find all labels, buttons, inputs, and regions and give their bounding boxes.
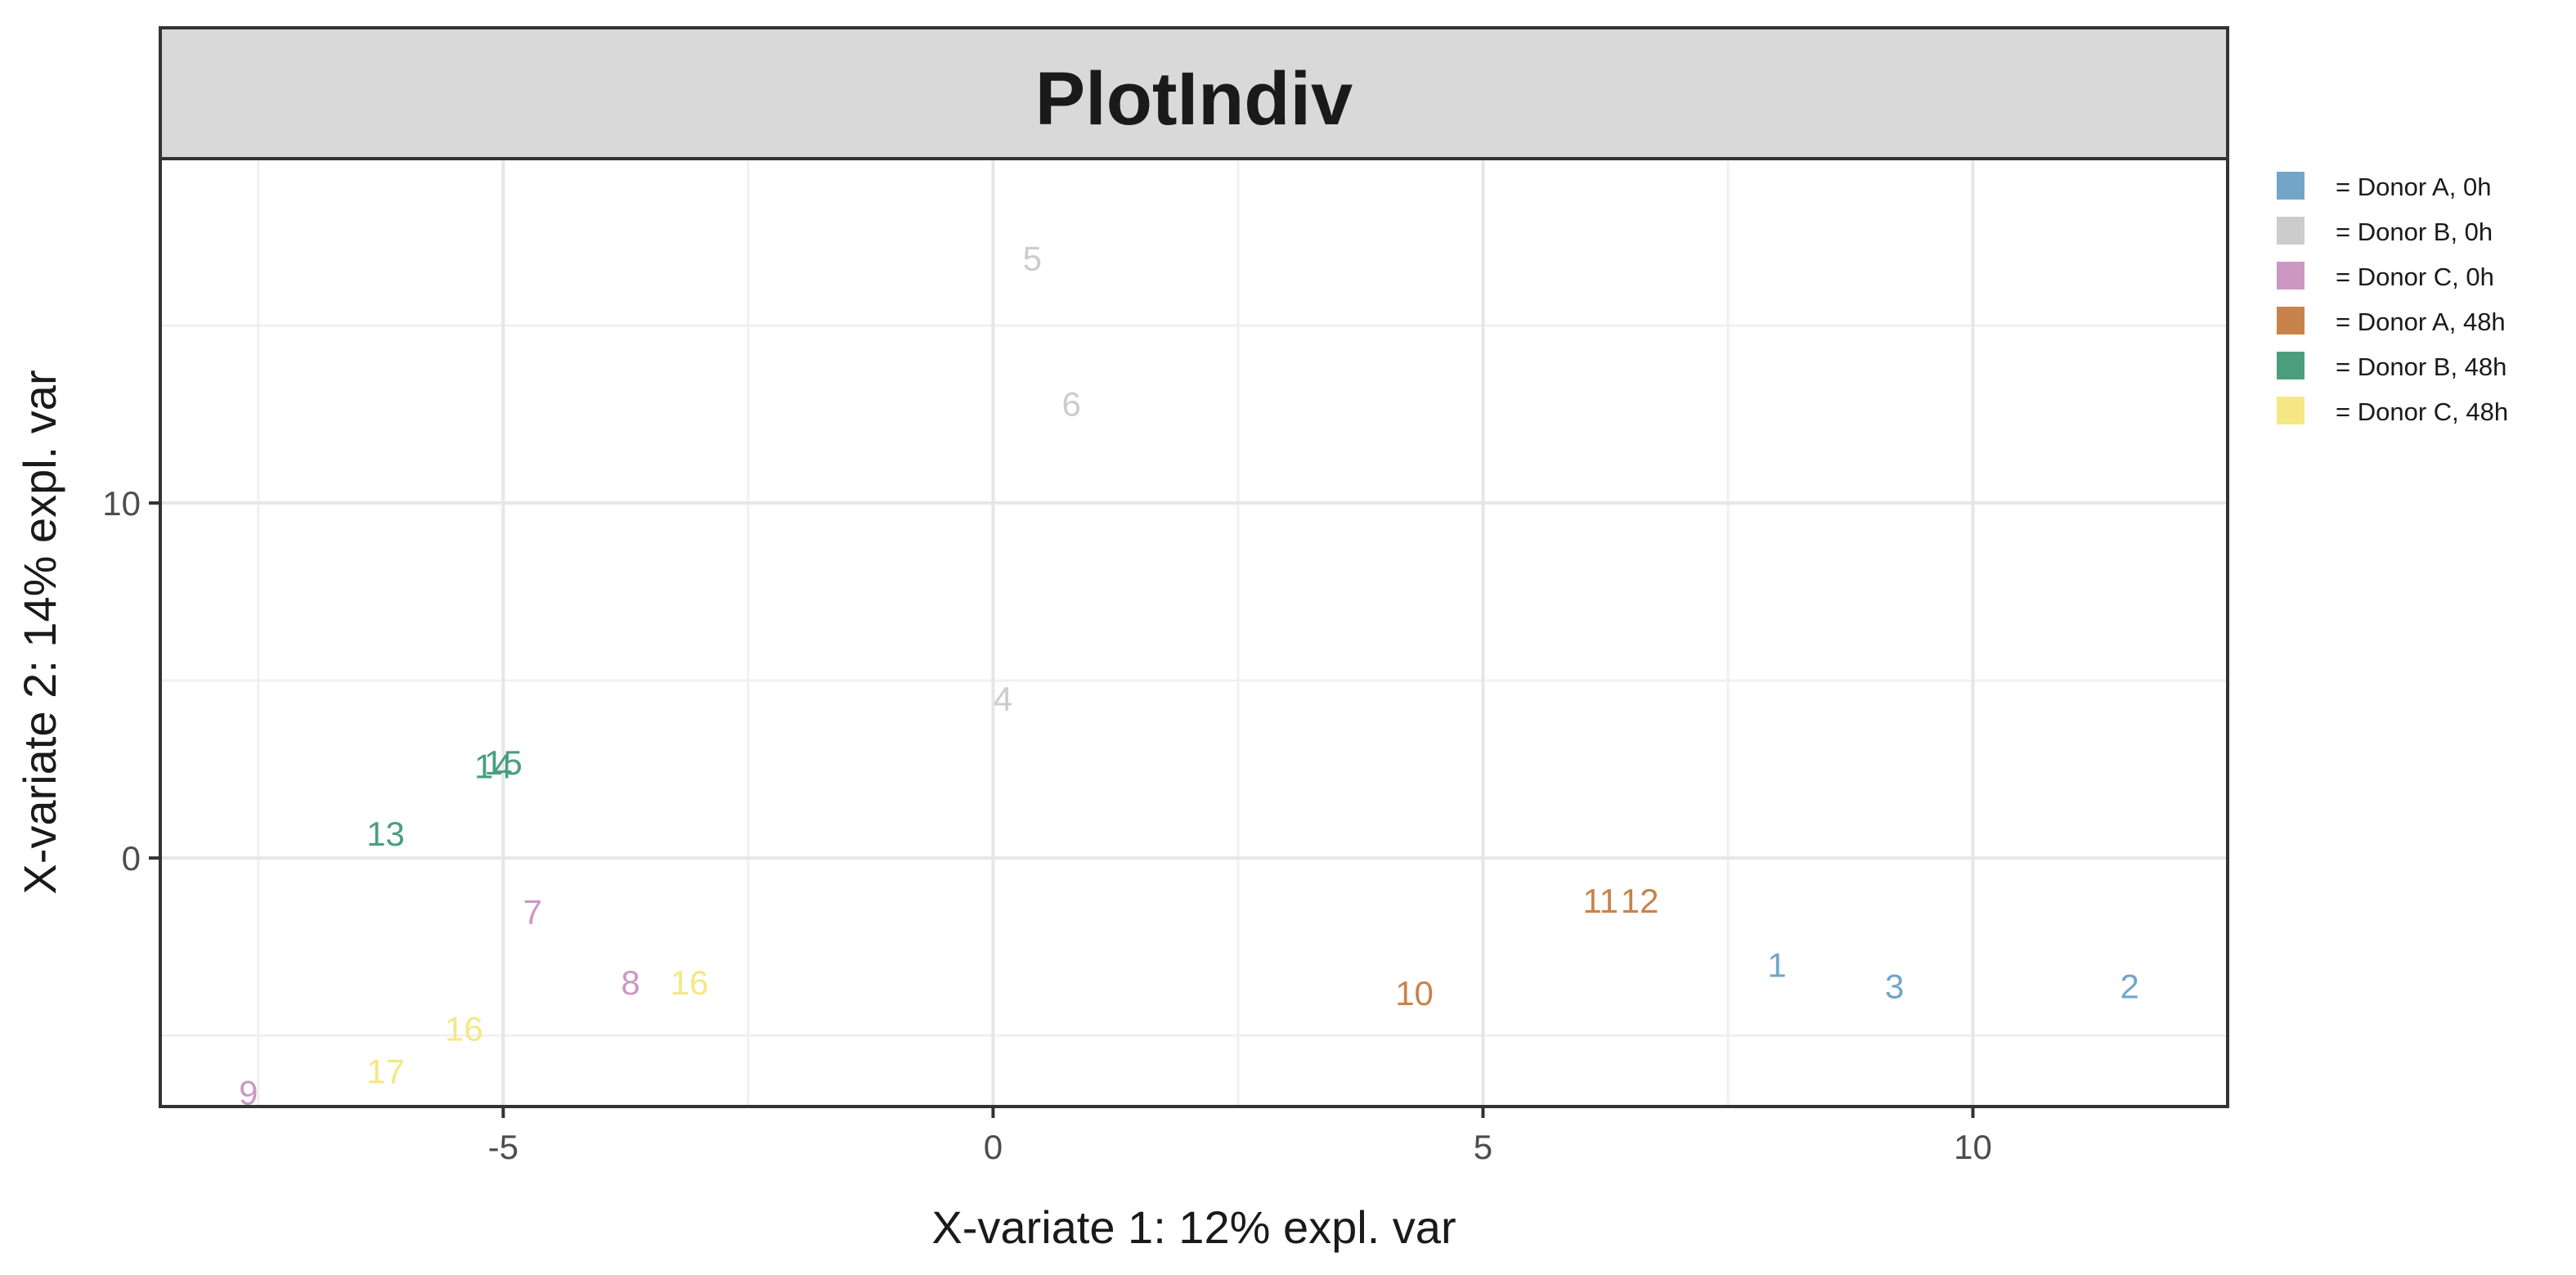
data-point-label: 12 [1621, 882, 1659, 920]
legend-swatch [2277, 352, 2304, 379]
legend-swatch [2277, 307, 2304, 334]
data-point-label: 13 [366, 815, 405, 853]
data-point-label: 6 [1062, 385, 1081, 424]
x-tick-label: 10 [1954, 1128, 1992, 1166]
x-axis-label: X-variate 1: 12% expl. var [931, 1201, 1456, 1253]
x-tick-label: -5 [488, 1128, 518, 1166]
legend-swatch [2277, 217, 2304, 245]
legend-swatch [2277, 397, 2304, 424]
x-tick-label: 5 [1474, 1128, 1492, 1166]
data-point-label: 16 [445, 1010, 483, 1048]
data-point-label: 5 [1023, 240, 1042, 278]
title-strip [159, 26, 2229, 160]
axes: -5 0 5 10 0 10 [102, 484, 1992, 1166]
legend-label: = Donor A, 48h [2336, 308, 2506, 336]
grid [160, 159, 2228, 1107]
data-point-label: 1 [1767, 945, 1786, 984]
data-point-label: 14 [474, 747, 513, 785]
legend-label: = Donor B, 0h [2336, 218, 2493, 246]
data-point-label: 17 [366, 1053, 405, 1091]
data-point-label: 11 [1582, 882, 1618, 920]
legend-swatch [2277, 172, 2304, 200]
chart-title: PlotIndiv [1035, 57, 1353, 141]
legend-label: = Donor C, 48h [2336, 397, 2508, 426]
legend-label: = Donor A, 0h [2336, 173, 2491, 201]
data-point-label: 8 [621, 963, 640, 1002]
data-point-label: 16 [671, 963, 709, 1002]
legend: = Donor A, 0h = Donor B, 0h = Donor C, 0h =… [2277, 172, 2508, 426]
legend-swatch [2277, 262, 2304, 290]
legend-label: = Donor B, 48h [2336, 352, 2506, 381]
plot-panel [160, 159, 2228, 1107]
data-point-label: 9 [239, 1074, 258, 1112]
data-point-label: 3 [1885, 967, 1904, 1005]
data-point-label: 2 [2120, 967, 2139, 1005]
y-tick-label: 0 [122, 839, 141, 878]
legend-label: = Donor C, 0h [2336, 263, 2494, 291]
x-tick-label: 0 [984, 1128, 1003, 1166]
y-tick-label: 10 [102, 484, 141, 523]
y-axis-label: X-variate 2: 14% expl. var [14, 370, 65, 894]
plot-border [159, 157, 2229, 1108]
data-point-label: 10 [1395, 974, 1434, 1012]
data-point-label: 4 [994, 680, 1012, 718]
data-point-label: 15 [484, 743, 523, 782]
data-point-label: 7 [523, 892, 542, 931]
